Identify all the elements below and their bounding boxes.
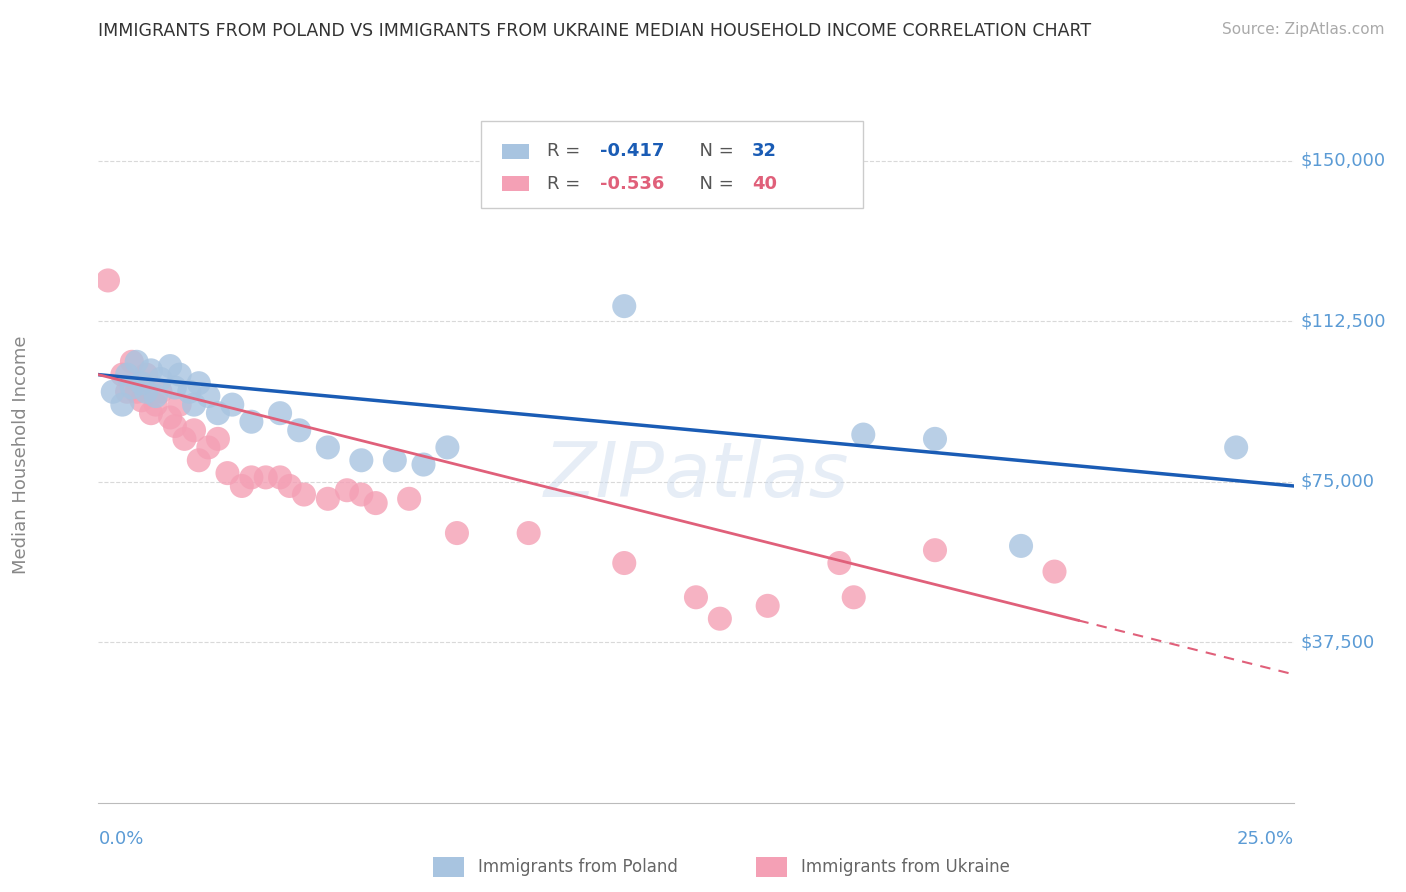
Point [1225, 441, 1247, 455]
Point [685, 591, 707, 605]
Point [436, 441, 458, 455]
Text: N =: N = [688, 175, 740, 193]
Point [269, 406, 291, 420]
Text: Source: ZipAtlas.com: Source: ZipAtlas.com [1222, 22, 1385, 37]
Point [169, 368, 191, 382]
Text: N =: N = [688, 143, 740, 161]
Text: $75,000: $75,000 [1301, 473, 1375, 491]
FancyBboxPatch shape [502, 144, 529, 159]
Text: IMMIGRANTS FROM POLAND VS IMMIGRANTS FROM UKRAINE MEDIAN HOUSEHOLD INCOME CORREL: IMMIGRANTS FROM POLAND VS IMMIGRANTS FRO… [98, 22, 1091, 40]
Point [278, 479, 301, 493]
Point [412, 458, 434, 472]
Text: $112,500: $112,500 [1301, 312, 1386, 330]
Point [115, 368, 138, 382]
Point [163, 419, 186, 434]
Point [924, 543, 946, 558]
Point [139, 406, 162, 420]
Text: $150,000: $150,000 [1301, 152, 1386, 169]
Text: -0.536: -0.536 [600, 175, 665, 193]
Point [517, 526, 540, 541]
Text: 25.0%: 25.0% [1236, 830, 1294, 847]
Point [121, 380, 143, 394]
Point [125, 384, 148, 399]
Point [1043, 565, 1066, 579]
Point [145, 398, 167, 412]
FancyBboxPatch shape [481, 121, 863, 208]
Point [183, 398, 205, 412]
Point [756, 599, 779, 613]
Point [169, 398, 191, 412]
Point [288, 423, 311, 437]
Point [207, 406, 229, 420]
Point [292, 487, 315, 501]
Point [183, 423, 205, 437]
Point [121, 355, 143, 369]
Point [709, 612, 731, 626]
Point [163, 380, 186, 394]
Point [364, 496, 387, 510]
Point [125, 355, 148, 369]
Point [115, 384, 138, 399]
Point [149, 384, 172, 399]
Point [350, 453, 373, 467]
Point [131, 393, 153, 408]
Point [111, 368, 134, 382]
Point [217, 466, 239, 480]
Point [398, 491, 420, 506]
Text: R =: R = [547, 175, 585, 193]
Point [101, 384, 124, 399]
Point [350, 487, 373, 501]
Point [613, 299, 636, 313]
Point [221, 398, 243, 412]
Text: R =: R = [547, 143, 585, 161]
Point [842, 591, 865, 605]
Point [159, 359, 181, 373]
Text: 32: 32 [752, 143, 778, 161]
FancyBboxPatch shape [502, 176, 529, 191]
Point [231, 479, 253, 493]
Point [316, 441, 339, 455]
Point [97, 273, 120, 287]
Point [1010, 539, 1032, 553]
Point [149, 372, 172, 386]
Point [145, 389, 167, 403]
Text: 0.0%: 0.0% [98, 830, 143, 847]
Point [139, 363, 162, 377]
Text: -0.417: -0.417 [600, 143, 665, 161]
Point [135, 384, 157, 399]
Point [197, 389, 219, 403]
Point [135, 368, 157, 382]
Text: $37,500: $37,500 [1301, 633, 1375, 651]
Text: Immigrants from Ukraine: Immigrants from Ukraine [801, 858, 1010, 876]
Point [187, 376, 209, 391]
Text: Immigrants from Poland: Immigrants from Poland [478, 858, 678, 876]
Point [336, 483, 359, 498]
Point [240, 470, 263, 484]
Point [131, 376, 153, 391]
Point [446, 526, 468, 541]
Point [828, 556, 851, 570]
Point [384, 453, 406, 467]
Point [159, 410, 181, 425]
Point [179, 384, 201, 399]
Point [852, 427, 875, 442]
Point [197, 441, 219, 455]
Point [316, 491, 339, 506]
Text: 40: 40 [752, 175, 778, 193]
Text: ZIPatlas: ZIPatlas [543, 439, 849, 513]
Point [240, 415, 263, 429]
Text: Median Household Income: Median Household Income [13, 335, 30, 574]
Point [924, 432, 946, 446]
Point [269, 470, 291, 484]
Point [111, 398, 134, 412]
Point [187, 453, 209, 467]
Point [207, 432, 229, 446]
Point [613, 556, 636, 570]
Point [173, 432, 195, 446]
Point [254, 470, 277, 484]
